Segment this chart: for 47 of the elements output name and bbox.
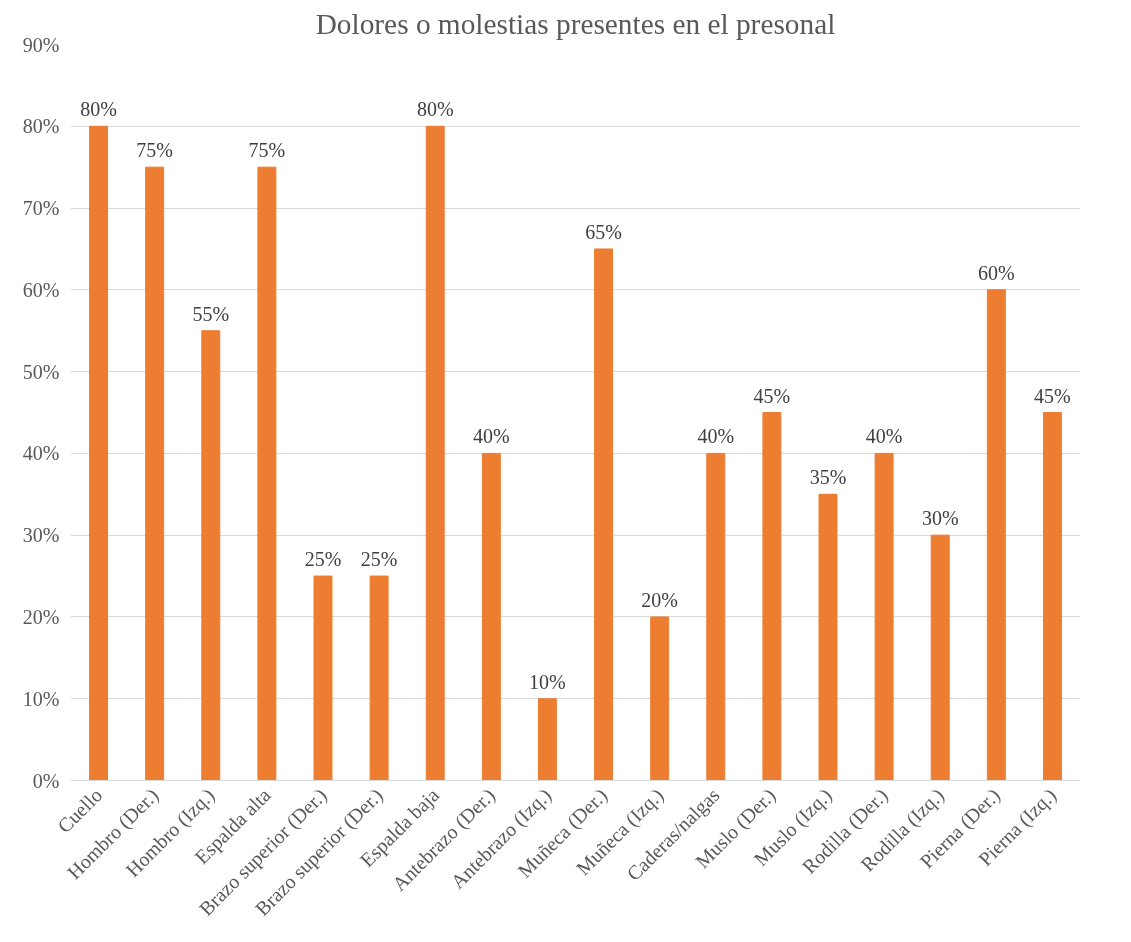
y-tick-label: 50% [22,360,60,383]
data-label: 20% [641,588,679,611]
data-label: 80% [416,98,454,121]
data-label: 80% [80,98,117,121]
bar [257,166,277,781]
bar [874,452,894,781]
bar [1042,412,1062,781]
y-tick-label: 20% [22,605,60,628]
y-tick-label: 10% [22,687,60,710]
data-label: 10% [529,670,566,693]
y-tick-label: 60% [22,278,60,301]
data-label: 40% [865,425,903,448]
data-label: 45% [1034,384,1071,407]
y-tick-label: 70% [22,197,60,220]
data-label: 75% [248,139,286,162]
data-label: 35% [809,466,847,489]
bar [986,289,1006,781]
bar [425,125,445,781]
bar [594,248,614,781]
data-label: 30% [921,507,959,530]
bar [537,698,557,781]
y-tick-label: 90% [22,33,60,56]
bar [201,330,221,781]
data-label: 40% [697,425,735,448]
bar [650,616,670,781]
y-tick-label: 30% [22,524,60,547]
y-tick-label: 80% [22,115,60,138]
bar [145,166,165,781]
bar [313,575,333,781]
chart-title: Dolores o molestias presentes en el presonal [315,7,836,40]
bar [89,125,109,781]
data-label: 45% [753,384,791,407]
bar [481,452,501,781]
data-label: 55% [192,302,230,325]
data-label: 75% [136,139,174,162]
y-tick-label: 40% [22,442,60,465]
bar [818,493,838,781]
bar [762,412,782,781]
bar [369,575,389,781]
bar [930,534,950,781]
y-tick-label: 0% [32,769,60,792]
bar [706,452,726,781]
data-label: 65% [585,220,622,243]
data-label: 40% [473,425,510,448]
data-label: 25% [360,548,398,571]
data-label: 25% [304,548,342,571]
data-label: 60% [978,261,1015,284]
